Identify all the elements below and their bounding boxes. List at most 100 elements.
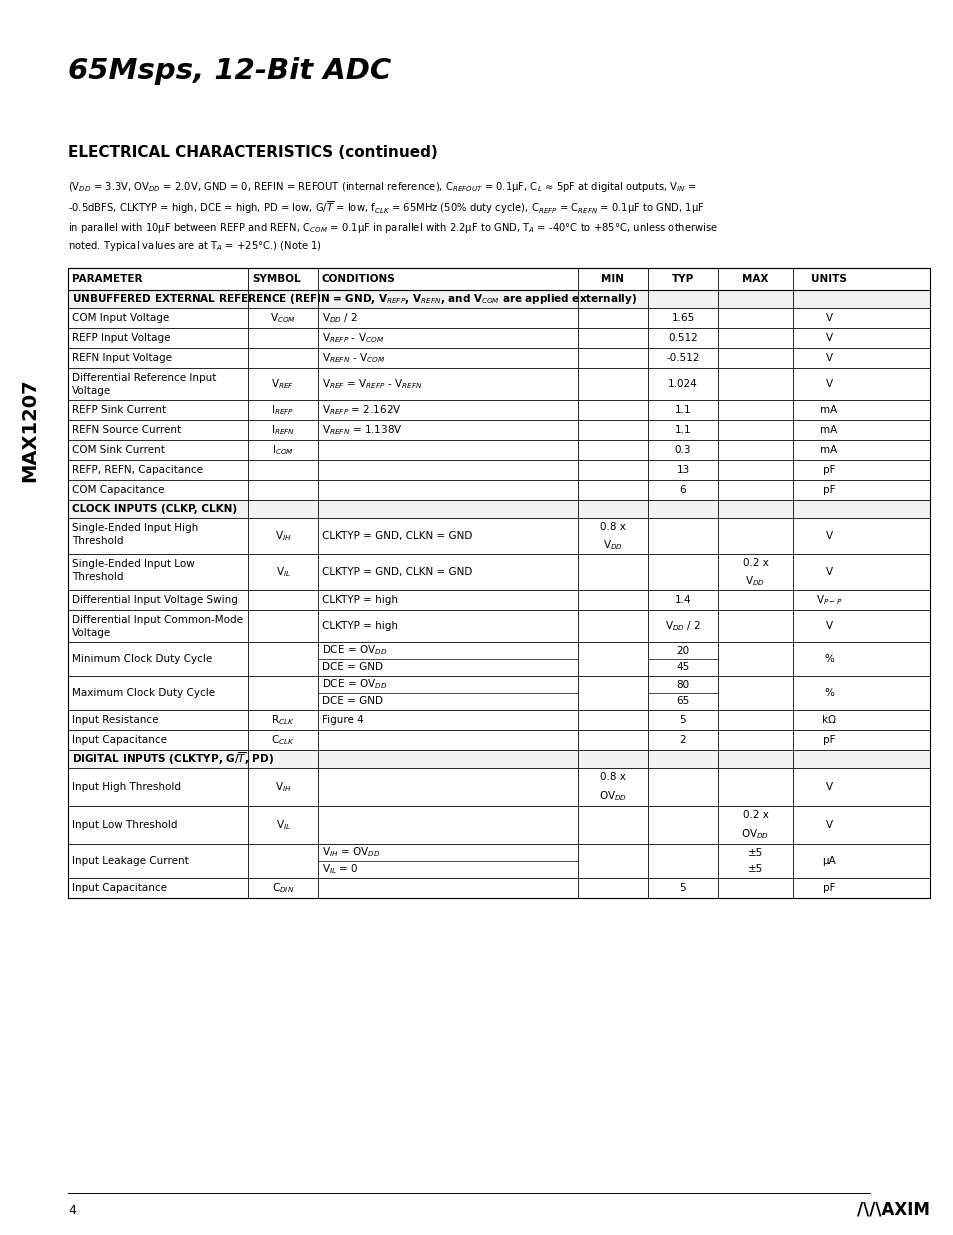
Text: UNBUFFERED EXTERNAL REFERENCE (REFIN = GND, V$_{REFP}$, V$_{REFN}$, and V$_{COM}: UNBUFFERED EXTERNAL REFERENCE (REFIN = G… [71, 291, 637, 306]
Text: V$_{IL}$: V$_{IL}$ [275, 818, 290, 832]
Text: REFP, REFN, Capacitance: REFP, REFN, Capacitance [71, 466, 203, 475]
Text: V$_{P-P}$: V$_{P-P}$ [815, 593, 841, 606]
Text: V: V [824, 379, 832, 389]
Text: Differential Reference Input: Differential Reference Input [71, 373, 216, 383]
Text: V: V [824, 333, 832, 343]
Text: 0.512: 0.512 [667, 333, 698, 343]
Text: V$_{IH}$: V$_{IH}$ [274, 781, 291, 794]
Text: V$_{IH}$: V$_{IH}$ [274, 529, 291, 543]
Text: 1.024: 1.024 [667, 379, 698, 389]
Text: 0.8 x: 0.8 x [599, 773, 625, 783]
Text: TYP: TYP [671, 274, 694, 284]
Text: V: V [824, 820, 832, 830]
Text: 0.8 x: 0.8 x [599, 522, 625, 532]
Text: SYMBOL: SYMBOL [252, 274, 300, 284]
Text: 0.2 x: 0.2 x [741, 810, 767, 820]
Text: 65: 65 [676, 697, 689, 706]
Text: CLKTYP = high: CLKTYP = high [322, 595, 397, 605]
Text: V$_{DD}$: V$_{DD}$ [602, 538, 622, 552]
Text: REFP Sink Current: REFP Sink Current [71, 405, 166, 415]
Text: COM Sink Current: COM Sink Current [71, 445, 165, 454]
Text: 20: 20 [676, 646, 689, 656]
Text: DCE = GND: DCE = GND [322, 697, 382, 706]
Text: CLKTYP = GND, CLKN = GND: CLKTYP = GND, CLKN = GND [322, 567, 472, 577]
Bar [68, 750, 929, 768]
Text: 1.65: 1.65 [671, 312, 694, 324]
Text: Threshold: Threshold [71, 572, 123, 582]
Text: 1.4: 1.4 [674, 595, 691, 605]
Text: 80: 80 [676, 679, 689, 689]
Text: MAX1207: MAX1207 [20, 378, 39, 482]
Text: 6: 6 [679, 485, 685, 495]
Text: PARAMETER: PARAMETER [71, 274, 142, 284]
Text: CLOCK INPUTS (CLKP, CLKN): CLOCK INPUTS (CLKP, CLKN) [71, 504, 237, 514]
Text: ±5: ±5 [747, 847, 762, 857]
Text: I$_{COM}$: I$_{COM}$ [272, 443, 294, 457]
Bar [68, 500, 929, 517]
Text: CLKTYP = high: CLKTYP = high [322, 621, 397, 631]
Text: Figure 4: Figure 4 [322, 715, 363, 725]
Text: Minimum Clock Duty Cycle: Minimum Clock Duty Cycle [71, 655, 212, 664]
Text: Input High Threshold: Input High Threshold [71, 782, 181, 792]
Text: pF: pF [821, 485, 835, 495]
Text: mA: mA [820, 405, 837, 415]
Text: V$_{REF}$: V$_{REF}$ [272, 377, 294, 391]
Text: REFN Source Current: REFN Source Current [71, 425, 181, 435]
Text: V: V [824, 353, 832, 363]
Text: V$_{DD}$ / 2: V$_{DD}$ / 2 [322, 311, 358, 325]
Text: MAX: MAX [741, 274, 768, 284]
Text: DIGITAL INPUTS (CLKTYP, G/$\overline{T}$, PD): DIGITAL INPUTS (CLKTYP, G/$\overline{T}$… [71, 751, 274, 767]
Text: DCE = OV$_{DD}$: DCE = OV$_{DD}$ [322, 643, 387, 657]
Text: 13: 13 [676, 466, 689, 475]
Text: /\/\AXIM: /\/\AXIM [856, 1200, 929, 1219]
Text: Differential Input Voltage Swing: Differential Input Voltage Swing [71, 595, 237, 605]
Text: Input Capacitance: Input Capacitance [71, 735, 167, 745]
Text: V$_{DD}$ / 2: V$_{DD}$ / 2 [664, 619, 700, 632]
Text: V$_{REFP}$ = 2.162V: V$_{REFP}$ = 2.162V [322, 403, 401, 417]
Text: Threshold: Threshold [71, 536, 123, 546]
Text: ±5: ±5 [747, 864, 762, 874]
Text: V: V [824, 782, 832, 792]
Text: Voltage: Voltage [71, 387, 112, 396]
Text: OV$_{DD}$: OV$_{DD}$ [740, 827, 769, 841]
Text: DCE = OV$_{DD}$: DCE = OV$_{DD}$ [322, 678, 387, 692]
Text: V$_{IL}$ = 0: V$_{IL}$ = 0 [322, 862, 358, 877]
Text: REFN Input Voltage: REFN Input Voltage [71, 353, 172, 363]
Text: C$_{CLK}$: C$_{CLK}$ [271, 734, 294, 747]
Text: 4: 4 [68, 1203, 76, 1216]
Text: mA: mA [820, 425, 837, 435]
Text: I$_{REFN}$: I$_{REFN}$ [271, 424, 294, 437]
Text: mA: mA [820, 445, 837, 454]
Text: Input Resistance: Input Resistance [71, 715, 158, 725]
Text: Single-Ended Input Low: Single-Ended Input Low [71, 559, 194, 569]
Text: pF: pF [821, 883, 835, 893]
Bar [68, 290, 929, 308]
Text: REFP Input Voltage: REFP Input Voltage [71, 333, 171, 343]
Text: Differential Input Common-Mode: Differential Input Common-Mode [71, 615, 243, 625]
Text: pF: pF [821, 735, 835, 745]
Text: 0.2 x: 0.2 x [741, 558, 767, 568]
Text: Input Leakage Current: Input Leakage Current [71, 856, 189, 866]
Text: V: V [824, 567, 832, 577]
Text: CONDITIONS: CONDITIONS [322, 274, 395, 284]
Text: DCE = GND: DCE = GND [322, 662, 382, 673]
Text: 5: 5 [679, 883, 685, 893]
Text: 45: 45 [676, 662, 689, 673]
Text: kΩ: kΩ [821, 715, 835, 725]
Text: C$_{DIN}$: C$_{DIN}$ [272, 881, 294, 895]
Text: %: % [823, 655, 833, 664]
Text: -0.512: -0.512 [665, 353, 699, 363]
Text: 1.1: 1.1 [674, 405, 691, 415]
Text: 2: 2 [679, 735, 685, 745]
Text: Maximum Clock Duty Cycle: Maximum Clock Duty Cycle [71, 688, 214, 698]
Text: 0.3: 0.3 [674, 445, 691, 454]
Text: Voltage: Voltage [71, 629, 112, 638]
Text: V$_{IL}$: V$_{IL}$ [275, 566, 290, 579]
Text: V$_{COM}$: V$_{COM}$ [270, 311, 295, 325]
Text: I$_{REFP}$: I$_{REFP}$ [271, 403, 294, 417]
Text: ELECTRICAL CHARACTERISTICS (continued): ELECTRICAL CHARACTERISTICS (continued) [68, 144, 437, 161]
Text: 1.1: 1.1 [674, 425, 691, 435]
Text: CLKTYP = GND, CLKN = GND: CLKTYP = GND, CLKN = GND [322, 531, 472, 541]
Text: %: % [823, 688, 833, 698]
Text: OV$_{DD}$: OV$_{DD}$ [598, 789, 626, 804]
